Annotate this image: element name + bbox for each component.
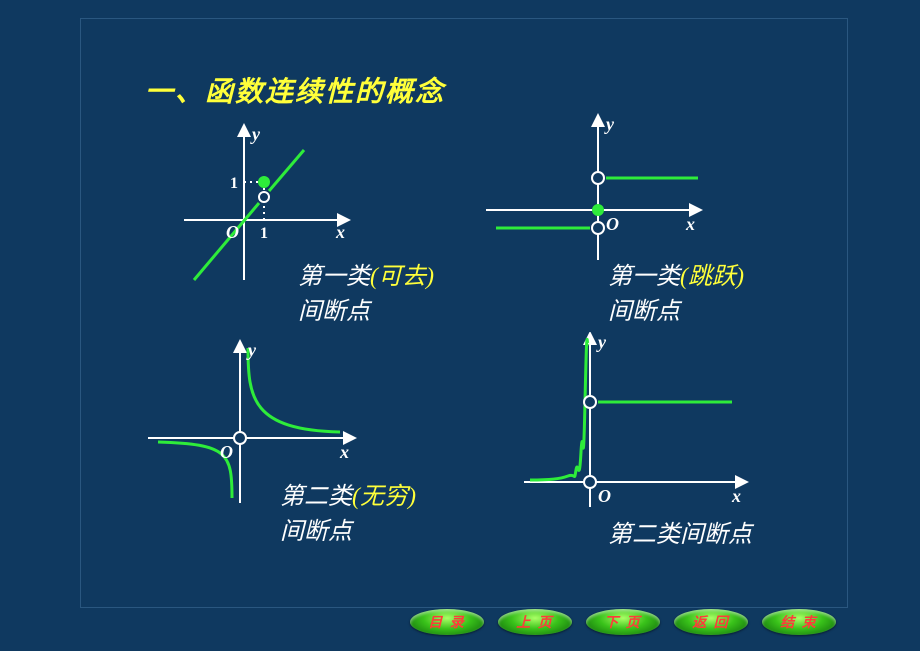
nav-toc-button[interactable]: 目 录 [410, 609, 484, 635]
caption-accent: (无穷) [352, 484, 416, 510]
origin-label: O [606, 214, 619, 234]
nav-bar: 目 录 上 页 下 页 返 回 结 束 [410, 609, 836, 635]
nav-back-button[interactable]: 返 回 [674, 609, 748, 635]
nav-label: 上 页 [516, 612, 554, 632]
nav-label: 结 束 [780, 612, 818, 632]
caption-accent: (可去) [370, 264, 434, 290]
tick-y: 1 [230, 175, 238, 192]
quad-jump: x y O [478, 110, 708, 275]
caption-infinite: 第二类(无穷) 间断点 [280, 480, 416, 550]
nav-end-button[interactable]: 结 束 [762, 609, 836, 635]
nav-prev-button[interactable]: 上 页 [498, 609, 572, 635]
axis-x-label: x [335, 222, 345, 242]
axis-x-label: x [731, 486, 741, 506]
axis-y-label: y [246, 340, 257, 360]
caption-second-kind: 第二类间断点 [608, 518, 752, 553]
caption-part1: 第二类 [280, 484, 352, 510]
origin-label: O [598, 486, 611, 506]
axis-x-label: x [339, 442, 349, 462]
plot-second-kind: x y O [520, 332, 750, 512]
nav-next-button[interactable]: 下 页 [586, 609, 660, 635]
quad-second-kind: x y O [520, 332, 750, 517]
axis-y-label: y [596, 332, 607, 352]
tick-x: 1 [260, 225, 268, 242]
caption-jump: 第一类(跳跃) 间断点 [608, 260, 744, 330]
caption-part1: 第一类 [608, 264, 680, 290]
caption-part2: 间断点 [298, 299, 370, 325]
axis-y-label: y [604, 114, 615, 134]
nav-label: 目 录 [428, 612, 466, 632]
slide-title: 一、函数连续性的概念 [145, 70, 445, 110]
origin-label: O [220, 442, 233, 462]
caption-text: 第二类间断点 [608, 522, 752, 548]
axis-x-label: x [685, 214, 695, 234]
axis-y-label: y [250, 124, 261, 144]
origin-label: O [226, 222, 239, 242]
caption-accent: (跳跃) [680, 264, 744, 290]
caption-part2: 间断点 [608, 299, 680, 325]
caption-part2: 间断点 [280, 519, 352, 545]
nav-label: 下 页 [604, 612, 642, 632]
caption-part1: 第一类 [298, 264, 370, 290]
caption-removable: 第一类(可去) 间断点 [298, 260, 434, 330]
plot-jump: x y O [478, 110, 708, 270]
nav-label: 返 回 [692, 612, 730, 632]
